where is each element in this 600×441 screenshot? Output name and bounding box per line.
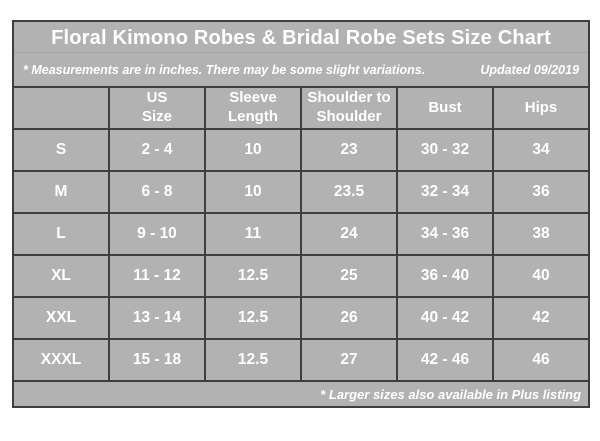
table-row-xxxl: XXXL 15 - 18 12.5 27 42 - 46 46: [12, 338, 591, 382]
header-cell-size: [12, 86, 110, 130]
size-label: L: [12, 212, 110, 256]
table-row-xxl: XXL 13 - 14 12.5 26 40 - 42 42: [12, 296, 591, 340]
bust-value: 30 - 32: [396, 128, 494, 172]
bust-value: 36 - 40: [396, 254, 494, 298]
size-label: S: [12, 128, 110, 172]
bust-value: 34 - 36: [396, 212, 494, 256]
size-label: XXL: [12, 296, 110, 340]
header-cell-sleeve-length: Sleeve Length: [204, 86, 302, 130]
shoulder-value: 23.5: [300, 170, 398, 214]
measurements-note: * Measurements are in inches. There may …: [23, 62, 426, 77]
chart-title: Floral Kimono Robes & Bridal Robe Sets S…: [15, 23, 588, 53]
header-cell-us-size: US Size: [108, 86, 206, 130]
shoulder-value: 24: [300, 212, 398, 256]
sleeve-length-value: 10: [204, 128, 302, 172]
bust-value: 42 - 46: [396, 338, 494, 382]
table-row-s: S 2 - 4 10 23 30 - 32 34: [12, 128, 591, 172]
table-row-xl: XL 11 - 12 12.5 25 36 - 40 40: [12, 254, 591, 298]
sleeve-length-value: 11: [204, 212, 302, 256]
us-size-value: 13 - 14: [108, 296, 206, 340]
sleeve-length-value: 12.5: [204, 338, 302, 382]
sleeve-length-value: 12.5: [204, 296, 302, 340]
hips-value: 40: [491, 254, 591, 298]
table-row-l: L 9 - 10 11 24 34 - 36 38: [12, 212, 591, 256]
bust-value: 32 - 34: [396, 170, 494, 214]
header-cell-bust: Bust: [396, 86, 494, 130]
size-chart-table: Floral Kimono Robes & Bridal Robe Sets S…: [11, 20, 591, 408]
shoulder-value: 27: [300, 338, 398, 382]
us-size-value: 15 - 18: [108, 338, 206, 382]
size-label: XXXL: [12, 338, 110, 382]
us-size-value: 6 - 8: [108, 170, 206, 214]
bust-value: 40 - 42: [396, 296, 494, 340]
header-cell-shoulder-to-shoulder: Shoulder to Shoulder: [300, 86, 398, 130]
sleeve-length-value: 10: [204, 170, 302, 214]
footer-row: * Larger sizes also available in Plus li…: [11, 380, 591, 408]
size-label: XL: [12, 254, 110, 298]
table-row-m: M 6 - 8 10 23.5 32 - 34 36: [12, 170, 591, 214]
header-row: US Size Sleeve Length Shoulder to Should…: [12, 86, 591, 130]
us-size-value: 2 - 4: [108, 128, 206, 172]
shoulder-value: 26: [300, 296, 398, 340]
banner-cell: Floral Kimono Robes & Bridal Robe Sets S…: [11, 20, 591, 88]
hips-value: 38: [491, 212, 591, 256]
shoulder-value: 23: [300, 128, 398, 172]
size-label: M: [12, 170, 110, 214]
us-size-value: 11 - 12: [108, 254, 206, 298]
footer-note: * Larger sizes also available in Plus li…: [11, 380, 591, 408]
hips-value: 42: [491, 296, 591, 340]
us-size-value: 9 - 10: [108, 212, 206, 256]
shoulder-value: 25: [300, 254, 398, 298]
banner-row: Floral Kimono Robes & Bridal Robe Sets S…: [11, 20, 591, 88]
banner-note: * Measurements are in inches. There may …: [15, 53, 587, 85]
updated-date: Updated 09/2019: [480, 62, 580, 77]
hips-value: 36: [491, 170, 591, 214]
header-cell-hips: Hips: [491, 86, 591, 130]
hips-value: 46: [491, 338, 591, 382]
size-chart: Floral Kimono Robes & Bridal Robe Sets S…: [11, 20, 591, 408]
sleeve-length-value: 12.5: [204, 254, 302, 298]
hips-value: 34: [491, 128, 591, 172]
